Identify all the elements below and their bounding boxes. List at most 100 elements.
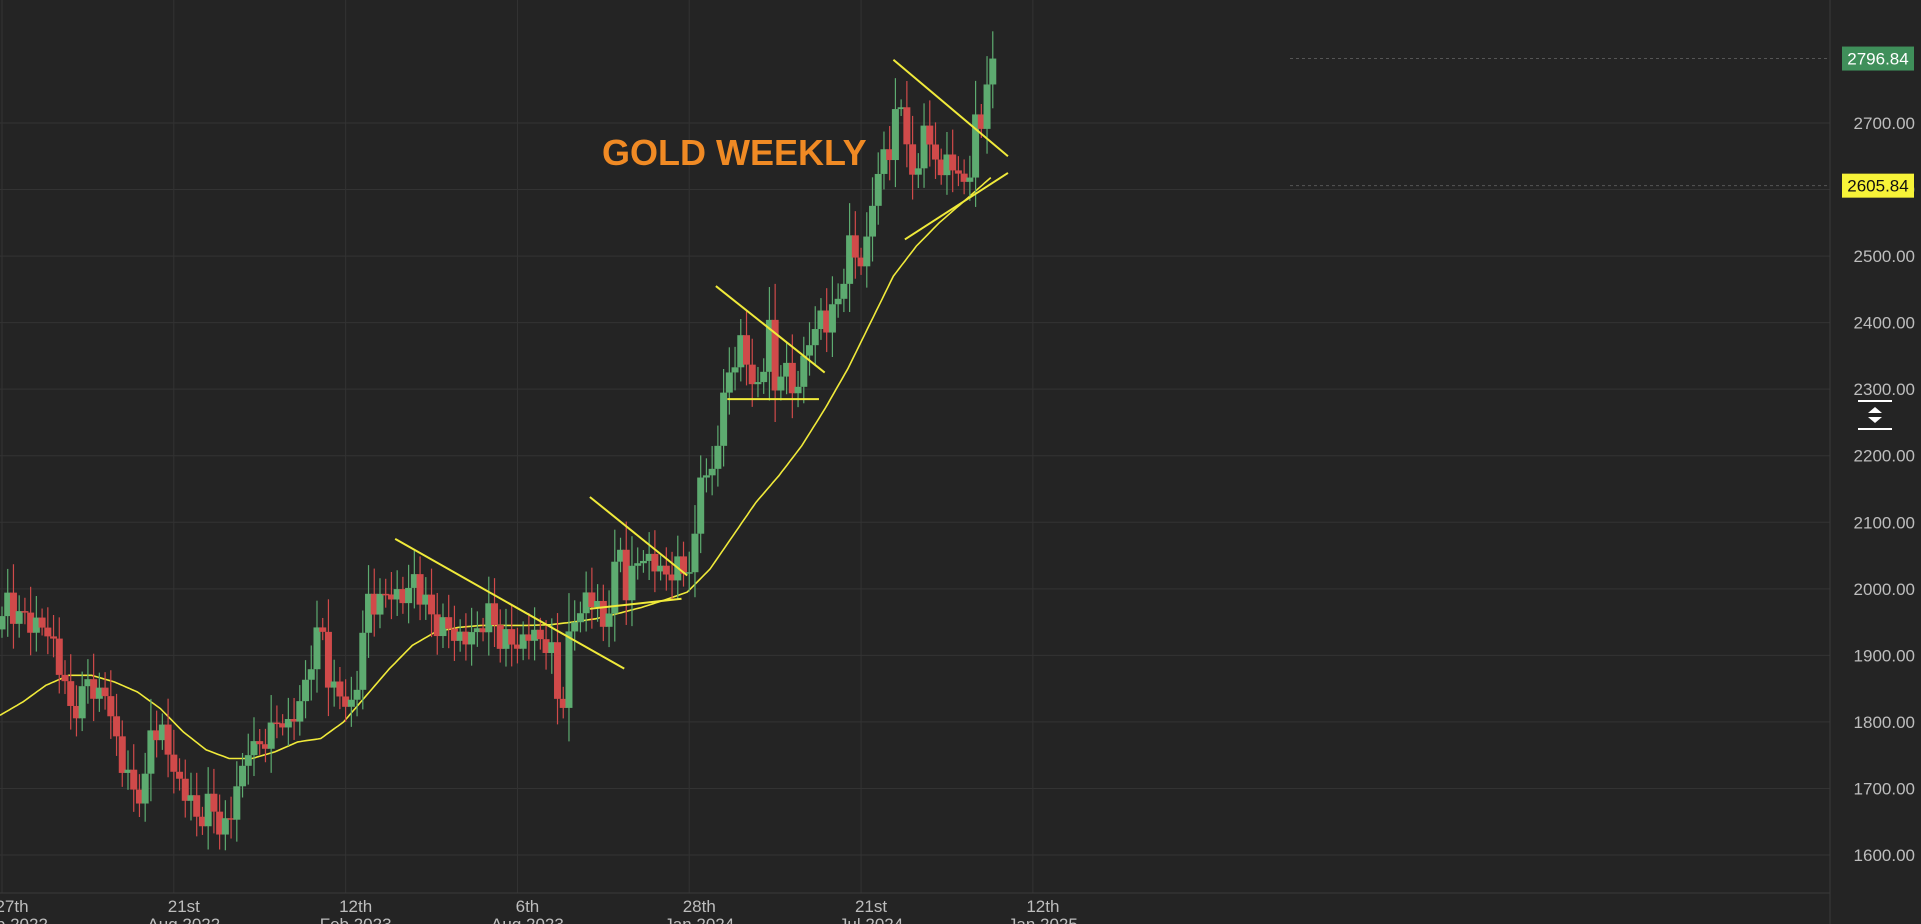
candle-body bbox=[353, 689, 361, 700]
candle-body bbox=[926, 125, 934, 145]
y-tick-label: 2700.00 bbox=[1854, 114, 1915, 133]
candle-body bbox=[783, 362, 791, 377]
candle-body bbox=[977, 114, 985, 129]
candle-body bbox=[869, 205, 877, 237]
price-labels: 2796.84 2605.84 bbox=[1290, 46, 1914, 198]
candle-body bbox=[519, 634, 527, 649]
candle-body bbox=[147, 730, 155, 774]
candle-body bbox=[21, 611, 29, 613]
candle-body bbox=[806, 345, 814, 356]
x-tick-period: Jan 2024 bbox=[664, 915, 734, 924]
candle-body bbox=[319, 627, 327, 632]
candle-body bbox=[788, 362, 796, 394]
candle-body bbox=[760, 371, 768, 383]
candle-body bbox=[651, 553, 659, 572]
candle-body bbox=[897, 107, 905, 110]
candle-body bbox=[256, 741, 264, 745]
trendline bbox=[892, 59, 1009, 158]
candle-body bbox=[628, 565, 636, 601]
candle-body bbox=[554, 642, 562, 699]
candle-body bbox=[508, 629, 516, 645]
candle-body bbox=[187, 795, 195, 801]
x-tick-period: Jul 2024 bbox=[839, 915, 903, 924]
candle-body bbox=[405, 587, 413, 604]
candle-body bbox=[84, 679, 92, 687]
scale-toggle-icon[interactable] bbox=[1858, 400, 1892, 430]
candle-body bbox=[113, 716, 121, 737]
candle-body bbox=[645, 553, 653, 561]
candle-body bbox=[622, 549, 630, 601]
trendline bbox=[715, 285, 826, 374]
candle-body bbox=[44, 627, 52, 637]
candle-body bbox=[296, 701, 304, 722]
candle-body bbox=[101, 687, 109, 697]
x-tick-period: Aug 2022 bbox=[147, 915, 220, 924]
y-tick-label: 1800.00 bbox=[1854, 713, 1915, 732]
y-tick-label: 1700.00 bbox=[1854, 779, 1915, 798]
candle-body bbox=[50, 636, 58, 639]
candle-body bbox=[960, 173, 968, 182]
candle-body bbox=[691, 533, 699, 573]
candle-body bbox=[250, 741, 258, 756]
candle-body bbox=[914, 168, 922, 175]
y-tick-label: 2300.00 bbox=[1854, 380, 1915, 399]
candle-body bbox=[731, 367, 739, 373]
candle-body bbox=[634, 563, 642, 566]
candle-body bbox=[445, 617, 453, 629]
candle-body bbox=[365, 593, 373, 633]
candle-body bbox=[811, 329, 819, 346]
candle-body bbox=[874, 173, 882, 206]
y-tick-label: 2200.00 bbox=[1854, 447, 1915, 466]
candle-body bbox=[863, 236, 871, 267]
candle-body bbox=[55, 638, 63, 675]
candle-body bbox=[817, 310, 825, 330]
candle-body bbox=[771, 319, 779, 391]
candle-body bbox=[439, 617, 447, 637]
x-tick-day: 12th bbox=[339, 897, 372, 916]
candle-body bbox=[410, 574, 418, 588]
price-label-text: 2796.84 bbox=[1847, 50, 1908, 69]
candle-body bbox=[9, 592, 17, 624]
candle-body bbox=[78, 686, 86, 719]
candle-body bbox=[124, 769, 132, 773]
candle-body bbox=[932, 144, 940, 160]
candle-body bbox=[828, 304, 836, 333]
candle-body bbox=[989, 58, 997, 85]
candle-body bbox=[290, 718, 298, 722]
candle-body bbox=[599, 600, 607, 627]
trendlines bbox=[394, 59, 1009, 670]
candle-body bbox=[737, 335, 745, 368]
x-tick-day: 21st bbox=[855, 897, 887, 916]
candle-body bbox=[525, 634, 533, 641]
candle-body bbox=[657, 565, 665, 572]
candle-body bbox=[943, 154, 951, 176]
candle-body bbox=[491, 603, 499, 625]
candle-body bbox=[359, 632, 367, 690]
x-tick-day: 6th bbox=[516, 897, 540, 916]
candle-body bbox=[210, 793, 218, 812]
x-tick-day: 27th bbox=[0, 897, 29, 916]
candle-body bbox=[536, 629, 544, 640]
candle-body bbox=[851, 235, 859, 258]
candle-body bbox=[198, 816, 206, 827]
candle-body bbox=[880, 149, 888, 174]
candle-body bbox=[4, 592, 12, 617]
trendline bbox=[589, 496, 688, 577]
candle-body bbox=[244, 755, 252, 766]
candle-body bbox=[748, 364, 756, 385]
candle-body bbox=[462, 631, 470, 645]
y-tick-label: 2100.00 bbox=[1854, 513, 1915, 532]
chart-title: GOLD WEEKLY bbox=[602, 132, 867, 173]
candle-body bbox=[330, 681, 338, 688]
candle-body bbox=[95, 687, 103, 699]
candle-body bbox=[496, 624, 504, 649]
x-tick-period: Feb 2022 bbox=[0, 915, 48, 924]
candle-body bbox=[611, 561, 619, 614]
candle-body bbox=[857, 257, 865, 267]
candle-body bbox=[170, 754, 178, 772]
x-tick-period: Aug 2023 bbox=[491, 915, 564, 924]
candle-body bbox=[261, 744, 269, 749]
candle-body bbox=[743, 335, 751, 365]
